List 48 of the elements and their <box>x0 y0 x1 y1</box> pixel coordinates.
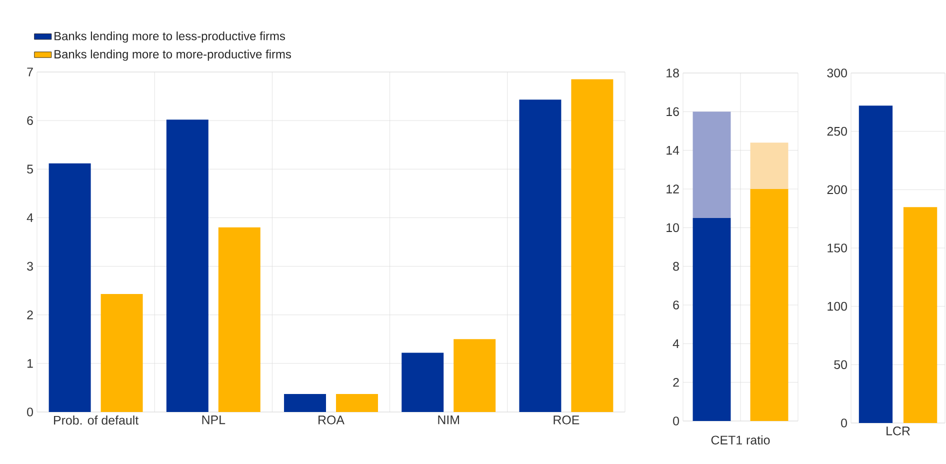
y-tick-label: 7 <box>27 68 33 76</box>
bar <box>750 142 788 189</box>
x-tick-label: NPL <box>202 416 226 424</box>
bar <box>519 100 562 412</box>
x-tick-label: Prob. of default <box>54 416 139 425</box>
y-tick-label: 50 <box>834 360 847 370</box>
y-tick-label: 200 <box>827 185 847 194</box>
y-tick-label: 300 <box>827 68 847 78</box>
y-tick-label: 12 <box>666 184 679 194</box>
y-tick-label: 100 <box>828 302 847 311</box>
bar <box>454 339 496 412</box>
bar <box>571 79 614 412</box>
y-tick-label: 4 <box>672 339 680 348</box>
y-tick-label: 2 <box>673 378 679 387</box>
bar <box>166 120 208 412</box>
bar <box>692 218 731 421</box>
bar <box>692 112 731 218</box>
x-tick-label: ROE <box>554 416 580 424</box>
legend-label: Banks lending more to less-productive firms <box>54 32 286 43</box>
y-tick-label: 0 <box>841 418 848 428</box>
legend-label: Banks lending more to more-productive firms <box>54 50 291 61</box>
x-tick-label: LCR <box>886 426 910 436</box>
y-tick-label: 8 <box>673 262 679 271</box>
y-tick-label: 16 <box>666 107 679 116</box>
y-tick-label: 2 <box>27 310 33 320</box>
bar <box>48 163 91 412</box>
y-tick-label: 3 <box>27 262 33 271</box>
x-tick-label: ROA <box>318 416 344 424</box>
y-tick-label: 6 <box>673 300 679 310</box>
y-tick-label: 5 <box>27 164 33 174</box>
y-tick-label: 6 <box>27 116 33 125</box>
y-tick-label: 250 <box>827 126 847 136</box>
x-tick-label: NIM <box>438 416 460 424</box>
y-tick-label: 4 <box>26 213 34 222</box>
x-axis-title: CET1 ratio <box>711 435 770 445</box>
bar <box>100 294 143 412</box>
y-tick-label: 150 <box>828 244 847 252</box>
bar <box>750 188 788 421</box>
y-tick-label: 0 <box>673 416 679 426</box>
y-tick-label: 14 <box>666 146 680 155</box>
y-tick-label: 1 <box>28 359 33 368</box>
bar <box>336 394 378 412</box>
bar <box>218 227 260 412</box>
y-tick-label: 0 <box>27 408 33 416</box>
y-tick-label: 18 <box>666 68 679 78</box>
bar <box>402 352 444 412</box>
bar <box>284 394 326 412</box>
y-tick-label: 10 <box>666 223 679 232</box>
